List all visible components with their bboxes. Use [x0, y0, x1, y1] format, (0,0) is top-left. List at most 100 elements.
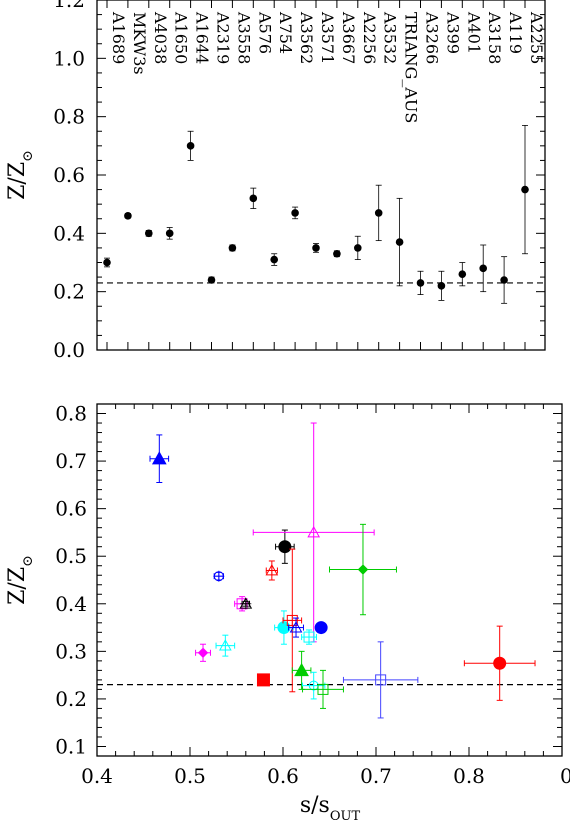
top-y-tick-label: 0.0 — [53, 338, 85, 362]
bottom-data-point — [239, 597, 253, 610]
top-category-label: A2319 — [214, 11, 233, 64]
top-data-point — [124, 212, 132, 220]
top-category-labels: A1689 MKW3s A4038 A1650 A1644 A2319 A3558 A576 A… — [106, 0, 546, 350]
bottom-marker-diamond — [197, 647, 209, 658]
bottom-x-axis-label-text: s/s — [300, 793, 330, 818]
top-category-label: A754 — [276, 11, 295, 54]
top-data-point — [312, 244, 320, 252]
bottom-y-tick-label: 0.5 — [55, 544, 87, 568]
bottom-marker-square — [317, 683, 329, 695]
bottom-y-axis-label: Z/Z⊙ — [5, 555, 36, 605]
top-category-label: TRIANG_AUS — [402, 12, 421, 123]
top-panel: 0.00.20.40.60.81.01.2 A1689 MKW3s A4038 A16… — [5, 0, 546, 362]
bottom-x-axis-label: s/sOUT — [300, 793, 361, 824]
top-data-point — [500, 276, 508, 284]
bottom-data-point — [493, 656, 507, 670]
bottom-x-axis-label-subscript: OUT — [330, 809, 361, 824]
bottom-data-point — [357, 564, 369, 575]
bottom-x-ticks: 0.4 0.5 0.6 0.7 0.8 0.9 — [81, 404, 570, 788]
top-category-label: A3667 — [339, 11, 358, 64]
bottom-y-tick-label: 0.6 — [55, 497, 87, 521]
top-data-point — [228, 244, 237, 252]
top-y-tick-label: 0.2 — [53, 280, 85, 304]
bottom-data-point — [375, 674, 387, 686]
bottom-data-point — [213, 570, 225, 582]
bottom-error-bars — [302, 669, 344, 709]
top-category-label: A399 — [443, 11, 462, 54]
top-category-label: A3266 — [423, 11, 442, 64]
top-category-label: A3562 — [297, 11, 316, 64]
bottom-error-bars — [342, 641, 419, 719]
top-category-label: A1689 — [109, 11, 128, 64]
top-y-axis-label-text: Z/Z — [5, 162, 30, 200]
top-y-axis-label-symbol: ⊙ — [20, 150, 36, 162]
bottom-error-bars — [252, 422, 375, 643]
top-data-point — [395, 238, 404, 246]
top-category-label: A2255 — [527, 11, 546, 64]
bottom-data-point — [278, 540, 292, 554]
top-y-tick-label: 1.0 — [53, 46, 85, 70]
bottom-x-tick-label: 0.5 — [174, 764, 206, 788]
bottom-y-tick-label: 0.7 — [55, 449, 87, 473]
bottom-data-point — [294, 662, 309, 677]
bottom-y-ticks: 0.1 0.2 0.3 0.4 0.5 0.6 0.7 0.8 — [55, 402, 562, 758]
top-data-point — [437, 282, 446, 290]
top-category-label: A1650 — [172, 11, 191, 64]
bottom-y-tick-label: 0.2 — [55, 687, 87, 711]
bottom-marker-circle — [314, 621, 328, 635]
bottom-y-tick-label: 0.4 — [55, 592, 87, 616]
top-y-ticks: 0.0 0.2 0.4 0.6 0.8 1.0 1.2 — [53, 0, 545, 362]
bottom-marker-circle — [493, 656, 507, 670]
top-data-point — [145, 229, 153, 238]
bottom-marker-diamond — [357, 564, 369, 575]
bottom-y-tick-label: 0.8 — [55, 402, 87, 426]
bottom-x-tick-label: 0.8 — [453, 764, 485, 788]
bottom-data-point — [314, 621, 328, 635]
bottom-marker-triangle — [151, 451, 167, 465]
bottom-plot-frame — [96, 403, 563, 757]
bottom-marker-triangle — [307, 525, 321, 538]
bottom-x-tick-label: 0.7 — [360, 764, 392, 788]
top-data-point — [291, 209, 299, 217]
top-category-label: A3158 — [485, 11, 504, 64]
bottom-marker-triangle — [294, 662, 309, 677]
top-data-point — [103, 258, 111, 267]
top-data-point — [207, 276, 216, 284]
top-category-label: A3558 — [234, 11, 253, 64]
top-category-label: A2256 — [360, 11, 379, 64]
bottom-y-axis-label-symbol: ⊙ — [20, 555, 36, 567]
top-category-label: A401 — [464, 11, 483, 54]
bottom-marker-circle — [278, 540, 292, 554]
bottom-data-point — [151, 451, 167, 465]
top-category-label: A3532 — [381, 11, 400, 64]
bottom-data-point — [317, 683, 329, 695]
bottom-y-axis-label-text: Z/Z — [5, 567, 30, 605]
bottom-data-point — [303, 631, 315, 643]
top-category-label: MKW3s — [130, 12, 149, 75]
top-y-axis-label: Z/Z⊙ — [5, 150, 36, 200]
top-data-point — [354, 244, 362, 252]
bottom-data-point — [197, 647, 209, 658]
top-data-point — [458, 270, 467, 278]
top-y-tick-label: 0.8 — [53, 105, 85, 129]
bottom-data-point — [289, 621, 303, 634]
top-data-point — [165, 229, 174, 238]
bottom-x-tick-label: 0.9 — [560, 764, 570, 788]
bottom-x-tick-label: 0.4 — [81, 764, 113, 788]
bottom-data-point — [307, 525, 321, 538]
bottom-data-points — [149, 422, 536, 719]
bottom-panel: 0.1 0.2 0.3 0.4 0.5 0.6 0.7 0.8 0.4 0.5 0.6 0.7 0.8… — [5, 402, 570, 824]
top-category-label: A1644 — [193, 11, 212, 64]
bottom-data-point — [256, 673, 270, 687]
top-y-tick-label: 1.2 — [53, 0, 85, 12]
top-category-label: A4038 — [151, 11, 170, 64]
top-data-point — [479, 264, 488, 273]
top-data-point — [186, 142, 195, 150]
top-category-label: A119 — [506, 11, 525, 54]
top-category-label: A3571 — [318, 11, 337, 64]
bottom-marker-square — [375, 674, 387, 686]
top-data-point — [333, 249, 341, 258]
top-data-points — [103, 125, 529, 304]
